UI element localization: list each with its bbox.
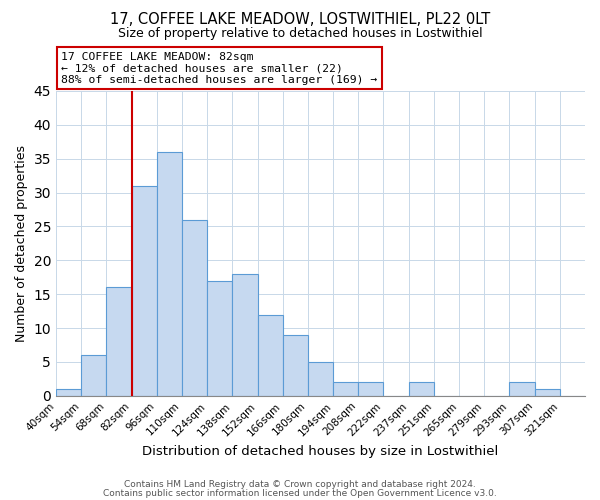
Y-axis label: Number of detached properties: Number of detached properties	[15, 145, 28, 342]
Bar	[308, 362, 333, 396]
Bar	[131, 186, 157, 396]
Bar	[509, 382, 535, 396]
Bar	[232, 274, 257, 396]
Bar	[207, 280, 232, 396]
Bar	[333, 382, 358, 396]
Text: Contains public sector information licensed under the Open Government Licence v3: Contains public sector information licen…	[103, 489, 497, 498]
Bar	[283, 335, 308, 396]
Bar	[106, 288, 131, 396]
X-axis label: Distribution of detached houses by size in Lostwithiel: Distribution of detached houses by size …	[142, 444, 499, 458]
Text: 17, COFFEE LAKE MEADOW, LOSTWITHIEL, PL22 0LT: 17, COFFEE LAKE MEADOW, LOSTWITHIEL, PL2…	[110, 12, 490, 28]
Bar	[257, 314, 283, 396]
Text: Contains HM Land Registry data © Crown copyright and database right 2024.: Contains HM Land Registry data © Crown c…	[124, 480, 476, 489]
Bar	[535, 389, 560, 396]
Bar	[56, 389, 81, 396]
Text: 17 COFFEE LAKE MEADOW: 82sqm
← 12% of detached houses are smaller (22)
88% of se: 17 COFFEE LAKE MEADOW: 82sqm ← 12% of de…	[61, 52, 377, 85]
Bar	[81, 355, 106, 396]
Bar	[409, 382, 434, 396]
Bar	[358, 382, 383, 396]
Bar	[157, 152, 182, 396]
Bar	[182, 220, 207, 396]
Text: Size of property relative to detached houses in Lostwithiel: Size of property relative to detached ho…	[118, 28, 482, 40]
